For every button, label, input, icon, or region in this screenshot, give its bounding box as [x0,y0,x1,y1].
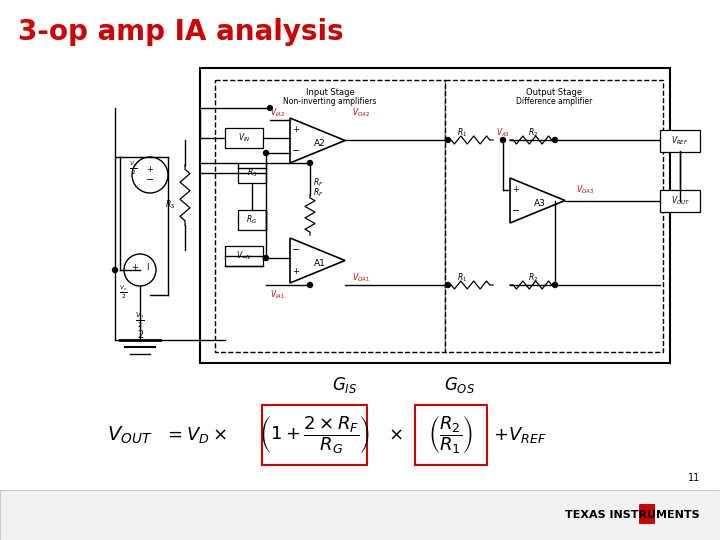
Text: $V_{A3}$: $V_{A3}$ [496,127,510,139]
Bar [215,80,445,352]
Text: A1: A1 [314,259,326,267]
Text: $+ V_{REF}$: $+ V_{REF}$ [493,425,546,445]
Bar [445,80,663,352]
Text: +: + [292,125,300,134]
Text: Output Stage: Output Stage [526,88,582,97]
Circle shape [112,267,117,273]
Text: $\frac{V_n}{2}$: $\frac{V_n}{2}$ [135,310,145,330]
Text: 11: 11 [688,473,700,483]
Text: 2: 2 [137,330,143,340]
Text: $V_{OA3}$: $V_{OA3}$ [576,184,594,196]
Text: −: − [512,206,520,216]
Text: $V_{IA2}$: $V_{IA2}$ [270,107,285,119]
Text: +: + [132,264,138,273]
Text: $G_{IS}$: $G_{IS}$ [333,375,358,395]
Text: −: − [292,245,300,255]
Circle shape [552,282,557,287]
Circle shape [264,151,269,156]
Circle shape [268,105,272,111]
Text: $\frac{V_n}{2}$: $\frac{V_n}{2}$ [129,159,138,177]
Bar [0,490,720,540]
Text: $V_{REF}$: $V_{REF}$ [671,135,689,147]
Text: $V_{OA2}$: $V_{OA2}$ [352,107,370,119]
Circle shape [552,138,557,143]
Text: $V_{IN}$: $V_{IN}$ [238,132,251,144]
Text: Dífference amplifier: Dífference amplifier [516,97,592,106]
Circle shape [307,282,312,287]
Text: $R_G$: $R_G$ [246,214,258,226]
Text: +: + [513,186,519,194]
Text: $R_S$: $R_S$ [165,199,175,211]
Text: $R_2$: $R_2$ [528,272,538,284]
Bar [415,405,487,465]
Text: +: + [147,165,153,174]
Bar [262,405,367,465]
Text: $\frac{V_n}{2}$: $\frac{V_n}{2}$ [119,284,127,301]
Bar [238,163,266,183]
Text: $V_{IA1}$: $V_{IA1}$ [270,289,285,301]
Text: I: I [145,264,148,273]
Bar [200,68,670,363]
Text: $V_{OUT}$: $V_{OUT}$ [670,195,690,207]
Circle shape [264,255,269,260]
Text: TEXAS INSTRUMENTS: TEXAS INSTRUMENTS [565,510,700,520]
Bar [238,210,266,230]
Text: $\times$: $\times$ [387,426,402,444]
Circle shape [307,160,312,165]
Text: $R_F$: $R_F$ [312,177,323,189]
Bar [660,190,700,212]
Text: +: + [292,267,300,275]
Text: $G_{OS}$: $G_{OS}$ [444,375,475,395]
Text: $\left(1+\dfrac{2\times R_F}{R_G}\right)$: $\left(1+\dfrac{2\times R_F}{R_G}\right)… [259,414,371,456]
Text: $R_3$: $R_3$ [247,167,257,179]
FancyBboxPatch shape [639,504,655,524]
Text: $\left(\dfrac{R_2}{R_1}\right)$: $\left(\dfrac{R_2}{R_1}\right)$ [428,414,472,456]
Text: $= V_D \times$: $= V_D \times$ [163,425,226,445]
Text: $V_{OA1}$: $V_{OA1}$ [352,272,370,284]
Text: Input Stage: Input Stage [305,88,354,97]
Circle shape [446,138,451,143]
Bar [225,128,263,148]
Text: A2: A2 [314,138,326,147]
Text: 3-op amp IA analysis: 3-op amp IA analysis [18,18,343,46]
Bar [225,246,263,266]
Text: −: − [292,146,300,156]
Text: Non-inverting amplifiers: Non-inverting amplifiers [283,97,377,106]
Circle shape [446,282,451,287]
Text: $R_1$: $R_1$ [457,272,467,284]
Text: $R_2$: $R_2$ [528,127,538,139]
Text: −: − [146,175,154,185]
Text: $R_1$: $R_1$ [457,127,467,139]
Text: A3: A3 [534,199,546,207]
Circle shape [500,138,505,143]
Text: $R_F$: $R_F$ [312,187,323,199]
Bar [660,130,700,152]
Text: $V_{OUT}$: $V_{OUT}$ [107,424,153,445]
Text: $V_{-N}$: $V_{-N}$ [236,249,252,262]
